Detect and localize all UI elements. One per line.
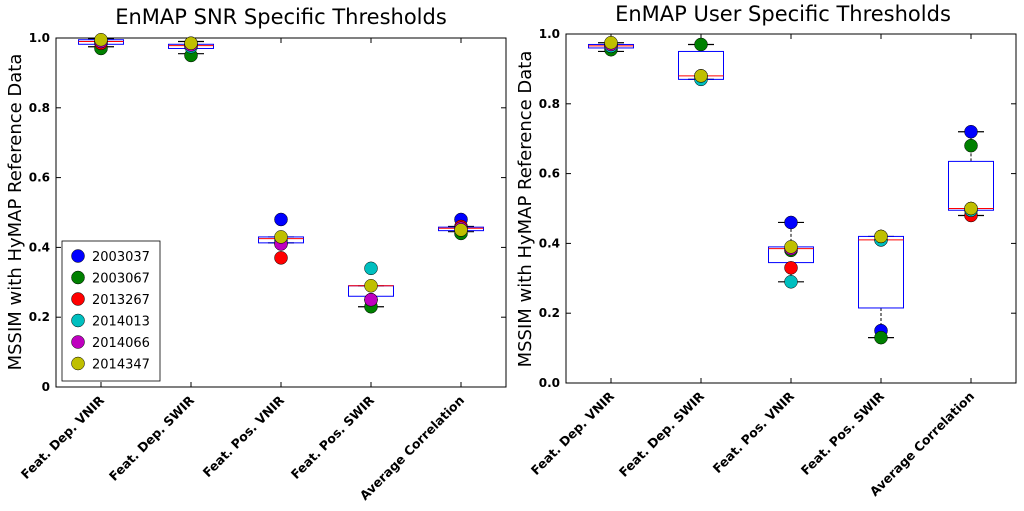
x-tick-label: Feat. Dep. SWIR: [106, 392, 197, 483]
y-tick-label: 0.6: [29, 171, 50, 185]
x-tick-label: Feat. Pos. VNIR: [200, 392, 288, 480]
y-tick-label: 0.8: [539, 97, 560, 111]
data-point-2014347: [874, 229, 888, 244]
x-tick-label: Feat. Dep. VNIR: [528, 388, 618, 478]
x-tick-label: Feat. Dep. SWIR: [616, 388, 707, 479]
legend-marker: [71, 249, 85, 263]
y-tick-label: 0.0: [539, 376, 560, 390]
chart-title: EnMAP User Specific Thresholds: [615, 2, 951, 26]
y-tick-label: 0.6: [539, 167, 560, 181]
data-point-2003067: [874, 330, 888, 345]
x-tick-label: Feat. Dep. VNIR: [18, 392, 108, 482]
plot-area: [565, 33, 1017, 384]
data-point-2014347: [454, 223, 468, 237]
data-point-2014013: [784, 275, 798, 289]
legend-marker: [71, 313, 85, 328]
x-tick-label: Feat. Pos. SWIR: [798, 388, 888, 478]
data-point-2003067: [694, 37, 708, 52]
x-tick-label: Average Correlation: [357, 393, 468, 504]
data-point-2014347: [94, 32, 108, 47]
data-point-2014013: [364, 261, 378, 276]
data-point-2014347: [784, 240, 798, 254]
legend-marker: [71, 356, 85, 371]
x-tick-label: Feat. Pos. SWIR: [288, 392, 378, 482]
y-tick-label: 0: [42, 380, 50, 394]
legend: 2003037 2003067 2013267 2014013 2014066 20143…: [61, 240, 161, 382]
data-point-2003037: [964, 124, 978, 139]
data-point-2014347: [964, 201, 978, 216]
y-tick-label: 0.4: [539, 236, 560, 250]
data-point-2003037: [274, 212, 288, 227]
legend-label: 2003037: [92, 250, 150, 265]
legend-label: 2014013: [92, 315, 150, 330]
chart-snr-thresholds: EnMAP SNR Specific Thresholds MSSIM with…: [5, 5, 507, 504]
legend-label: 2003067: [92, 272, 150, 287]
y-tick-label: 0.4: [29, 240, 50, 254]
data-point-2014347: [364, 279, 378, 293]
legend-label: 2013267: [92, 293, 150, 308]
x-tick-label: Average Correlation: [867, 389, 978, 500]
legend-label: 2014347: [92, 358, 150, 373]
x-tick-label: Feat. Pos. VNIR: [710, 388, 798, 476]
chart-title: EnMAP SNR Specific Thresholds: [115, 5, 447, 29]
data-point-2003037: [784, 215, 798, 230]
legend-marker: [71, 335, 85, 349]
data-point-2003067: [964, 138, 978, 153]
data-point-2014347: [604, 35, 618, 50]
y-axis-label: MSSIM with HyMAP Reference Data: [5, 54, 26, 371]
y-tick-label: 0.8: [29, 101, 50, 115]
y-tick-label: 1.0: [29, 31, 50, 45]
legend-label: 2014066: [92, 336, 150, 351]
y-tick-label: 1.0: [539, 27, 560, 41]
y-tick-label: 0.2: [539, 306, 560, 320]
legend-marker: [71, 270, 85, 285]
y-tick-label: 0.2: [29, 310, 50, 324]
data-point-2014347: [184, 36, 198, 50]
data-point-2013267: [784, 261, 798, 275]
data-point-2013267: [274, 251, 288, 265]
data-point-2014066: [364, 293, 378, 307]
y-axis-label: MSSIM with HyMAP Reference Data: [515, 51, 536, 368]
chart-user-thresholds: EnMAP User Specific Thresholds MSSIM wit…: [515, 2, 1017, 500]
data-point-2014347: [274, 230, 288, 244]
data-point-2014347: [694, 69, 708, 83]
legend-marker: [71, 292, 85, 306]
